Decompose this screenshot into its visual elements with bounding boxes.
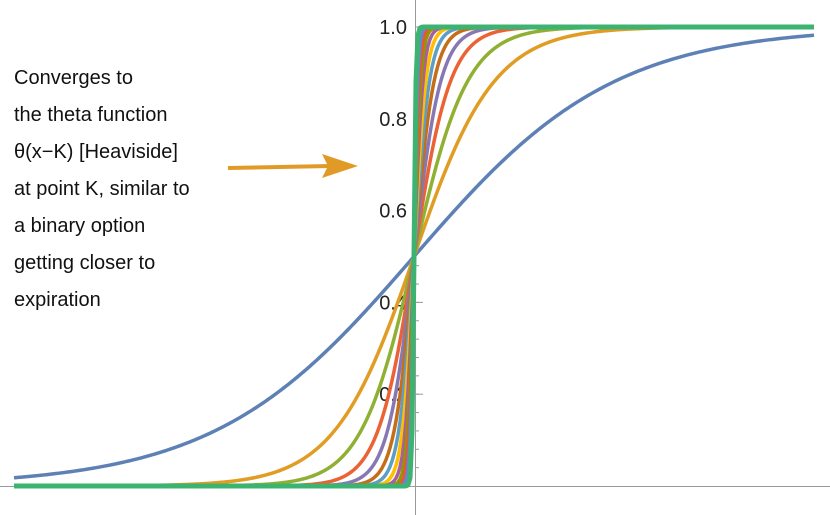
arrow-head <box>322 154 358 178</box>
y-tick-label: 0.6 <box>379 201 407 223</box>
series-line-13 <box>13 24 815 489</box>
annotation-line-5: a binary option <box>14 215 145 237</box>
annotation-line-4: at point K, similar to <box>14 178 190 200</box>
annotation-line-6: getting closer to <box>14 252 155 274</box>
annotation-line-3: θ(x−K) [Heaviside] <box>14 141 178 163</box>
y-tick-label: 0.8 <box>379 109 407 131</box>
annotation-line-7: expiration <box>14 289 101 311</box>
annotation-line-1: Converges to <box>14 67 133 89</box>
series-layer <box>13 24 815 489</box>
y-tick-label: 1.0 <box>379 17 407 39</box>
arrow-shaft <box>227 164 331 170</box>
annotation: Converges to the theta function θ(x−K) [… <box>14 67 358 311</box>
annotation-arrow <box>227 154 358 178</box>
annotation-line-2: the theta function <box>14 104 167 126</box>
